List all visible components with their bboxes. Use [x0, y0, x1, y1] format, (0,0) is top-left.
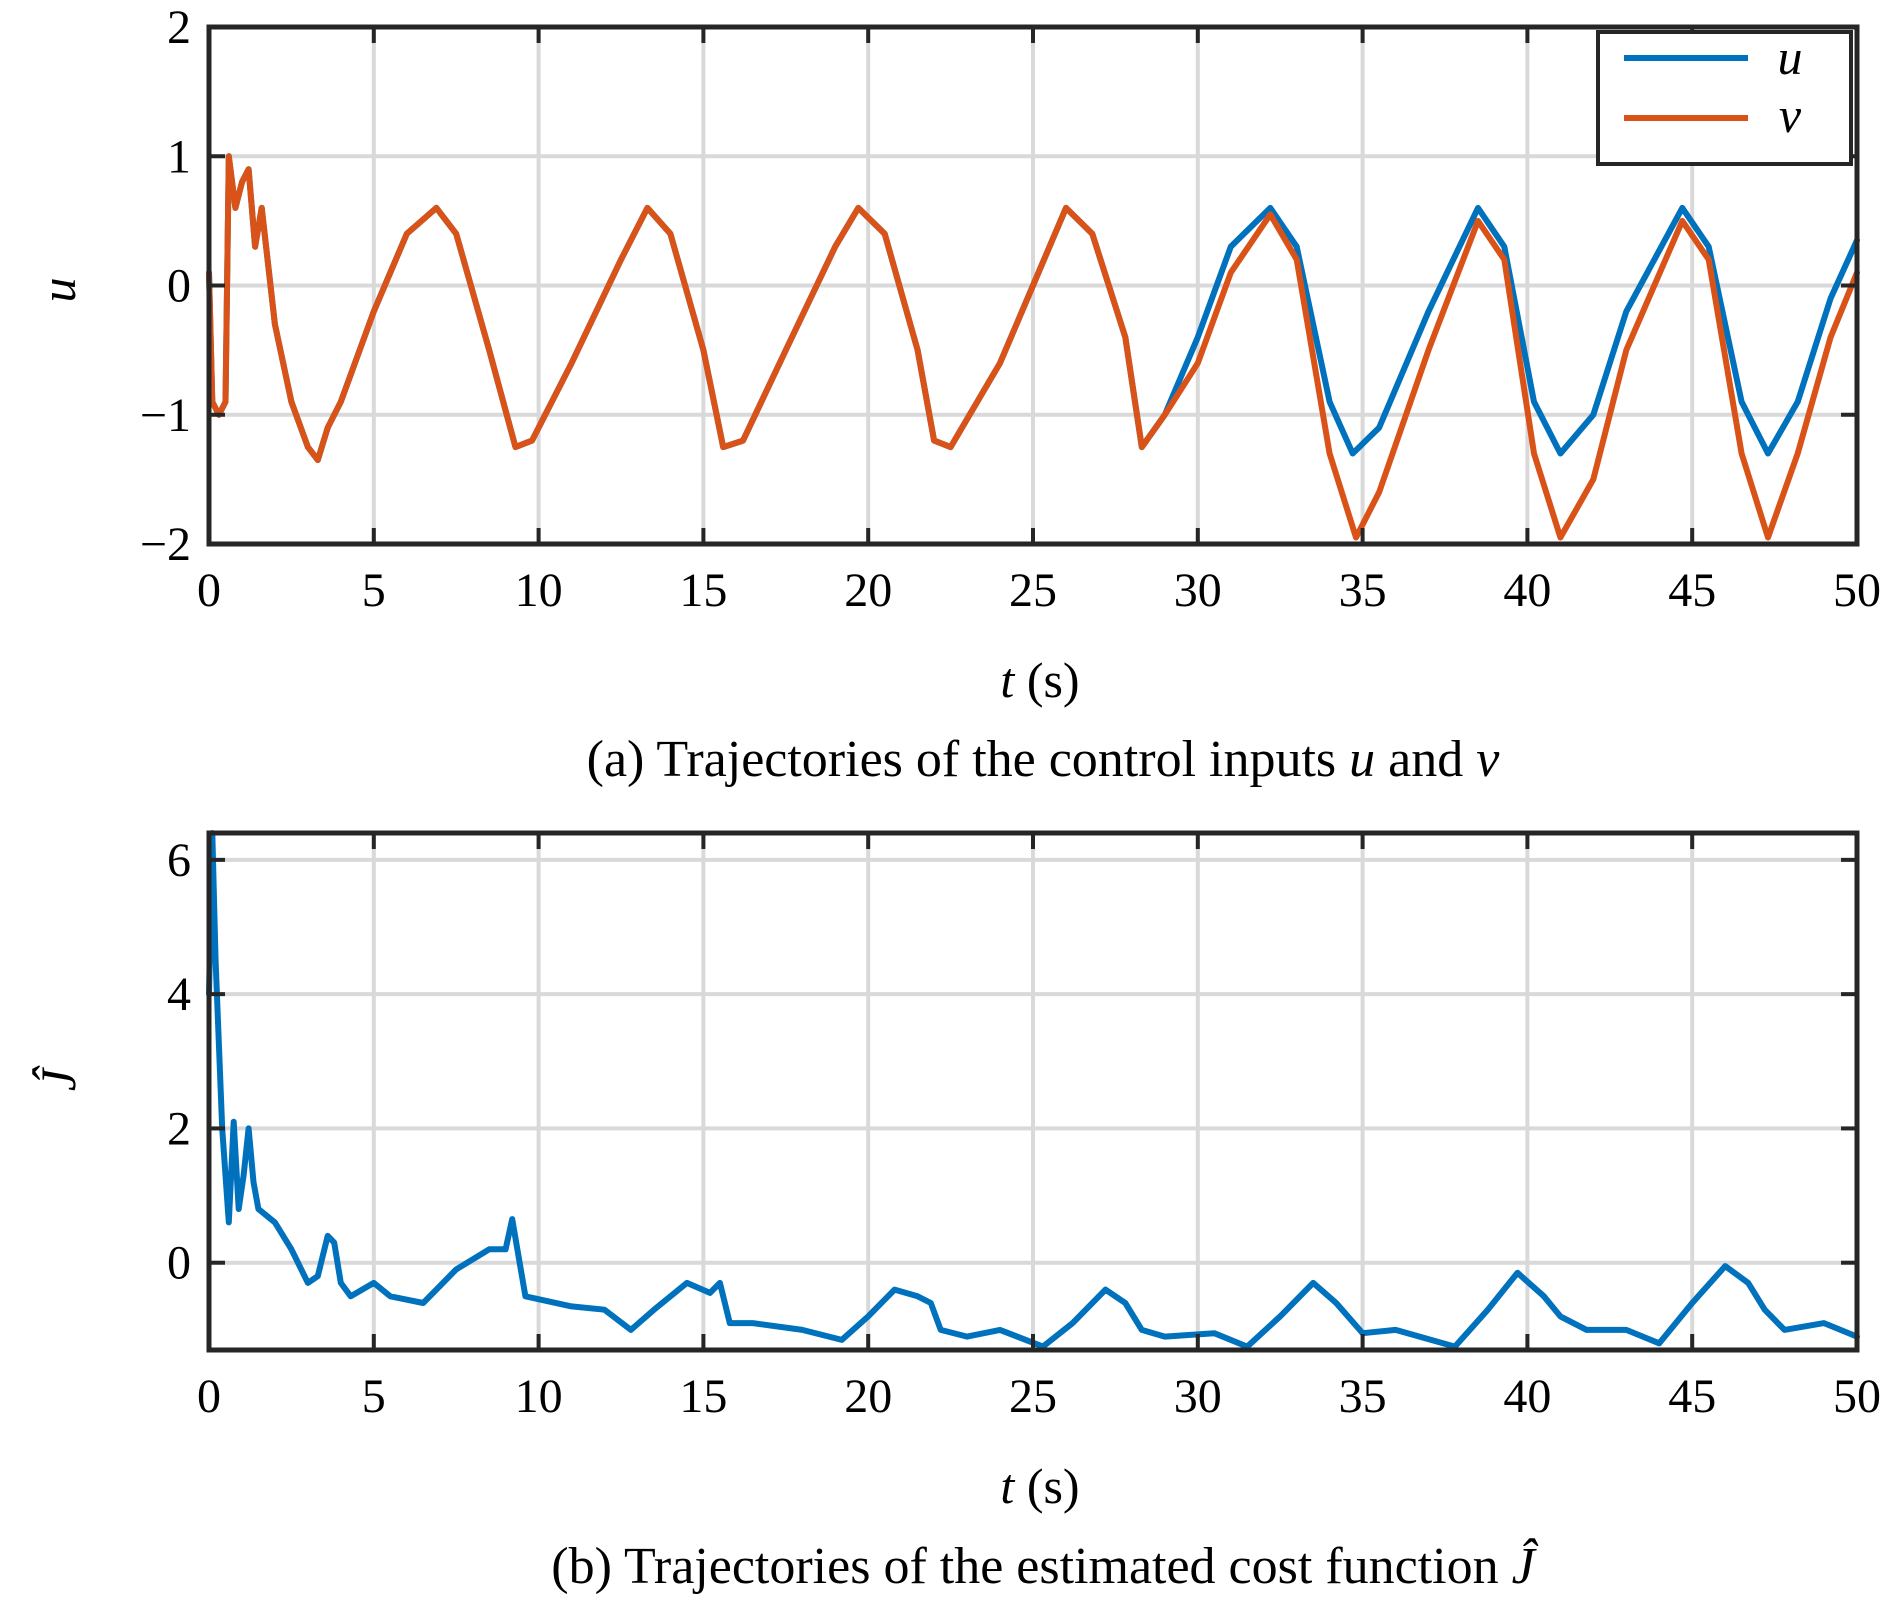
panel-b-xtick-label: 25: [1009, 1370, 1057, 1423]
panel-a-caption: (a) Trajectories of the control inputs u…: [587, 731, 1501, 788]
panel-a-ytick-label: −2: [140, 518, 191, 571]
panel-b-xtick-label: 0: [197, 1370, 221, 1423]
panel-a-caption-mid: and: [1375, 731, 1476, 788]
panel-a-ylabel: u: [30, 278, 86, 303]
panel-b-xlabel: t (s): [1000, 1458, 1079, 1514]
series-line-v: [206, 153, 1860, 541]
panel-b: 0 5 10 15 20 25 30 35 40 45 50 0 2 4 6 Ĵ t (s) (b) Tr…: [30, 830, 1881, 1595]
panel-a-ytick-label: 0: [167, 260, 191, 313]
panel-b-xlabel-var: t: [1000, 1458, 1015, 1514]
panel-a-ytick-label: 1: [167, 130, 191, 183]
panel-b-xtick-label: 50: [1833, 1370, 1881, 1423]
panel-b-ytick-labels: 0 2 4 6: [167, 834, 191, 1290]
panel-a-xtick-label: 10: [515, 564, 563, 617]
legend-box: [1596, 30, 1853, 166]
series-line-J-hat: [206, 830, 1860, 1350]
panel-b-xtick-labels: 0 5 10 15 20 25 30 35 40 45 50: [197, 1370, 1881, 1423]
panel-a-xtick-labels: 0 5 10 15 20 25 30 35 40 45 50: [197, 564, 1881, 617]
panel-b-ytick-label: 4: [167, 968, 191, 1021]
panel-a-series: [206, 153, 1860, 541]
panel-a-xtick-label: 50: [1833, 564, 1881, 617]
panel-a-xlabel-var: t: [1000, 652, 1015, 708]
panel-b-xtick-label: 30: [1174, 1370, 1222, 1423]
panel-a-ytick-label: −1: [140, 389, 191, 442]
panel-b-xlabel-space: [1014, 1458, 1027, 1514]
panel-b-ylabel: Ĵ: [30, 1065, 86, 1091]
panel-a-xtick-label: 25: [1009, 564, 1057, 617]
panel-b-xtick-label: 10: [515, 1370, 563, 1423]
panel-b-xtick-label: 5: [362, 1370, 386, 1423]
panel-b-caption: (b) Trajectories of the estimated cost f…: [551, 1537, 1538, 1595]
panel-a-xtick-label: 30: [1174, 564, 1222, 617]
panel-b-xtick-label: 40: [1503, 1370, 1551, 1423]
panel-b-ytick-label: 6: [167, 834, 191, 887]
panel-a-xtick-label: 15: [679, 564, 727, 617]
legend-label-v: v: [1779, 87, 1802, 143]
panel-a-xtick-label: 20: [844, 564, 892, 617]
panel-a-xtick-label: 0: [197, 564, 221, 617]
panel-a-xlabel: t (s): [1000, 652, 1079, 708]
panel-a-ytick-label: 2: [167, 1, 191, 54]
panel-b-xtick-label: 15: [679, 1370, 727, 1423]
panel-b-xtick-label: 35: [1339, 1370, 1387, 1423]
panel-b-caption-var-jhat: Ĵ: [1512, 1537, 1539, 1595]
panel-a-caption-var-v: v: [1476, 731, 1500, 788]
panel-a-xtick-label: 40: [1503, 564, 1551, 617]
panel-a-ytick-labels: −2 −1 0 1 2: [140, 1, 191, 571]
panel-a-xlabel-space: [1014, 652, 1027, 708]
panel-a-caption-var-u: u: [1349, 731, 1375, 788]
panel-b-xtick-label: 45: [1668, 1370, 1716, 1423]
panel-b-series: [206, 830, 1860, 1350]
panel-b-ytick-label: 2: [167, 1102, 191, 1155]
panel-a-caption-prefix: (a) Trajectories of the control inputs: [587, 731, 1350, 788]
panel-b-xlabel-unit: (s): [1027, 1458, 1080, 1514]
panel-a-xlabel-unit: (s): [1027, 652, 1080, 708]
panel-b-ytick-label: 0: [167, 1237, 191, 1290]
panel-a-xtick-label: 45: [1668, 564, 1716, 617]
panel-a-legend: u v: [1596, 29, 1853, 166]
legend-label-u: u: [1778, 29, 1803, 85]
panel-a: 0 5 10 15 20 25 30 35 40 45 50 −2 −1 0 1 2 u t (s) u v…: [30, 1, 1881, 788]
panel-b-xtick-label: 20: [844, 1370, 892, 1423]
panel-a-xtick-label: 5: [362, 564, 386, 617]
panel-b-caption-prefix: (b) Trajectories of the estimated cost f…: [551, 1538, 1511, 1595]
panel-a-xtick-label: 35: [1339, 564, 1387, 617]
panel-b-ticks: [207, 833, 1859, 1350]
